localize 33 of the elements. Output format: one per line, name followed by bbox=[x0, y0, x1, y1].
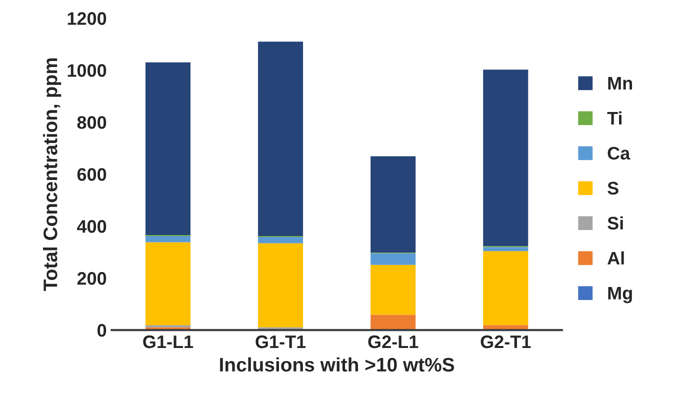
x-tick-label: G2-L1 bbox=[368, 335, 418, 348]
y-axis-title: Total Concentration, ppm bbox=[43, 58, 62, 291]
legend-label: S bbox=[608, 182, 618, 195]
legend-label: Mn bbox=[608, 77, 632, 90]
legend-label: Ti bbox=[607, 111, 622, 124]
y-tick-label: 600 bbox=[77, 168, 106, 181]
bar bbox=[145, 62, 190, 235]
x-tick-label: G1-T1 bbox=[256, 335, 306, 348]
bar bbox=[258, 243, 304, 328]
legend-label: Mg bbox=[608, 286, 632, 304]
bar bbox=[483, 247, 528, 252]
bar bbox=[258, 42, 304, 236]
x-axis-title: Inclusions with >10 wt%S bbox=[220, 357, 454, 372]
y-tick-label: 800 bbox=[77, 116, 106, 129]
bar bbox=[370, 314, 416, 330]
bar bbox=[258, 237, 304, 244]
y-tick-label: 0 bbox=[98, 324, 106, 337]
bar bbox=[370, 264, 416, 315]
bar bbox=[145, 236, 190, 242]
bar bbox=[370, 156, 416, 253]
bar bbox=[370, 253, 416, 265]
bar bbox=[145, 242, 190, 326]
x-tick-label: G2-T1 bbox=[480, 335, 531, 348]
legend-label: Al bbox=[607, 251, 624, 264]
bar bbox=[483, 251, 528, 326]
y-tick-label: 1200 bbox=[68, 12, 106, 25]
y-tick-label: 1000 bbox=[68, 64, 106, 77]
legend-label: Ca bbox=[608, 146, 630, 160]
y-tick-label: 400 bbox=[76, 220, 106, 233]
y-tick-label: 200 bbox=[77, 272, 106, 285]
bar bbox=[483, 70, 528, 246]
legend-label: Si bbox=[608, 216, 623, 230]
x-tick-label: G1-L1 bbox=[143, 335, 194, 348]
